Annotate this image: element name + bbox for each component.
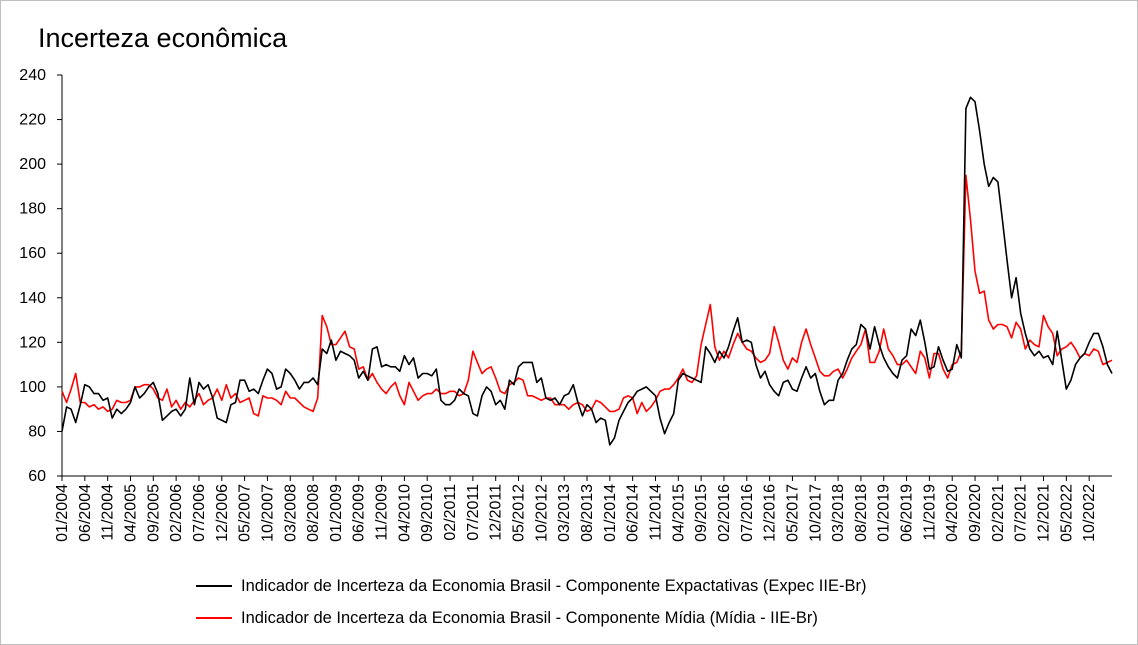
y-tick-label: 220 [19, 112, 46, 129]
x-tick-label: 02/2016 [716, 484, 733, 542]
y-tick-label: 180 [19, 201, 46, 218]
legend-label-midia: Indicador de Incerteza da Economia Brasi… [241, 609, 818, 627]
series-line-expectativas [61, 96, 1113, 446]
x-tick-label: 05/2012 [511, 484, 528, 542]
x-tick-label: 02/2006 [168, 484, 185, 542]
x-tick-label: 06/2019 [899, 484, 916, 542]
x-tick-label: 09/2020 [967, 484, 984, 542]
y-tick-label: 240 [19, 67, 46, 84]
x-tick-label: 11/2009 [374, 484, 391, 541]
x-tick-label: 12/2021 [1036, 484, 1053, 542]
x-tick-label: 04/2020 [944, 484, 961, 542]
x-tick-label: 11/2019 [921, 484, 938, 541]
x-tick-label: 07/2021 [1013, 484, 1030, 542]
x-tick-label: 03/2018 [830, 484, 847, 542]
x-tick-label: 07/2006 [191, 484, 208, 542]
y-tick-label: 160 [19, 245, 46, 262]
legend-swatch-midia [196, 617, 232, 619]
x-tick-label: 01/2014 [602, 484, 619, 542]
x-tick-label: 11/2004 [100, 484, 117, 541]
x-tick-label: 06/2004 [77, 484, 94, 542]
x-tick-label: 10/2022 [1081, 484, 1098, 542]
x-tick-label: 11/2014 [647, 484, 664, 541]
x-tick-label: 03/2013 [556, 484, 573, 542]
x-tick-label: 10/2012 [533, 484, 550, 542]
x-tick-label: 02/2021 [990, 484, 1007, 542]
y-tick-label: 60 [28, 468, 46, 485]
x-tick-label: 12/2011 [488, 484, 505, 541]
x-tick-label: 01/2009 [328, 484, 345, 542]
x-tick-label: 09/2005 [145, 484, 162, 542]
x-tick-label: 05/2022 [1058, 484, 1075, 542]
x-tick-label: 01/2019 [876, 484, 893, 542]
y-tick-label: 100 [19, 379, 46, 396]
x-tick-label: 05/2007 [237, 484, 254, 542]
x-tick-label: 07/2016 [739, 484, 756, 542]
y-tick-label: 140 [19, 290, 46, 307]
legend-swatch-expectativas [196, 585, 232, 587]
x-tick-label: 12/2006 [214, 484, 231, 542]
x-tick-label: 09/2010 [419, 484, 436, 542]
x-tick-label: 06/2014 [625, 484, 642, 542]
x-tick-label: 12/2016 [762, 484, 779, 542]
x-tick-label: 10/2017 [807, 484, 824, 542]
x-tick-label: 04/2015 [670, 484, 687, 542]
x-tick-label: 04/2010 [396, 484, 413, 542]
x-tick-label: 08/2008 [305, 484, 322, 542]
y-tick-label: 120 [19, 334, 46, 351]
x-tick-label: 05/2017 [784, 484, 801, 542]
y-tick-label: 200 [19, 156, 46, 173]
x-tick-label: 09/2015 [693, 484, 710, 542]
x-tick-label: 02/2011 [442, 484, 459, 541]
chart-title: Incerteza econômica [38, 23, 288, 53]
x-tick-label: 06/2009 [351, 484, 368, 542]
x-tick-label: 01/2004 [54, 484, 71, 542]
x-tick-label: 04/2005 [122, 484, 139, 542]
y-tick-label: 80 [28, 423, 46, 440]
x-tick-label: 07/2011 [465, 484, 482, 541]
x-tick-label: 08/2013 [579, 484, 596, 542]
legend-label-expectativas: Indicador de Incerteza da Economia Brasi… [241, 577, 867, 595]
x-tick-label: 03/2008 [282, 484, 299, 542]
x-tick-label: 08/2018 [853, 484, 870, 542]
x-tick-label: 10/2007 [259, 484, 276, 542]
series-line-midia [61, 174, 1113, 417]
